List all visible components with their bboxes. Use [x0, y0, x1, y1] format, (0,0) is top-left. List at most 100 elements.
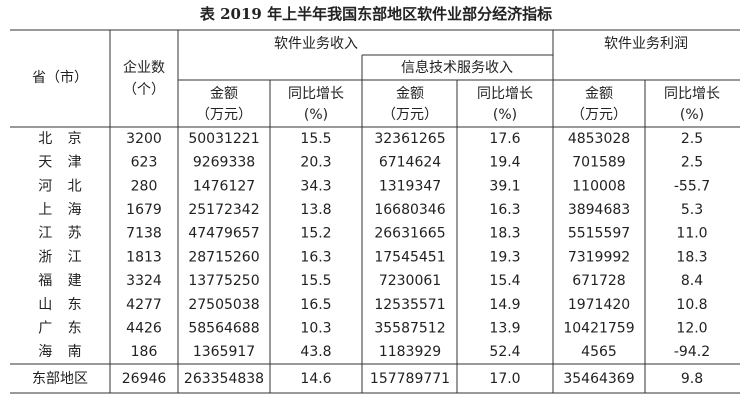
cell: 19.4 [489, 155, 520, 171]
cell: 34.3 [300, 178, 331, 194]
cell: 10.8 [676, 297, 707, 313]
cell: 4853028 [568, 131, 630, 147]
cell: 16.3 [489, 202, 520, 218]
cell: 1679 [126, 202, 162, 218]
cell: 47479657 [188, 226, 259, 242]
header-cell: (%) [680, 107, 704, 123]
header-cell: 金额 [210, 86, 238, 102]
header-cell: （万元） [382, 107, 438, 123]
cell: 1813 [126, 249, 162, 265]
header-cell: 同比增长 [664, 86, 720, 102]
cell: 32361265 [374, 131, 445, 147]
cell: 39.1 [489, 178, 520, 194]
cell: 35464369 [563, 371, 634, 387]
header-cell: (%) [304, 107, 328, 123]
cell: 7319992 [568, 249, 630, 265]
cell: 14.9 [489, 297, 520, 313]
row-header: 江苏 [38, 226, 97, 242]
row-header: 天津 [38, 155, 97, 171]
cell: 43.8 [300, 344, 331, 360]
header-cell: (%) [493, 107, 517, 123]
cell: 3324 [126, 273, 162, 289]
header-cell: 信息技术服务收入 [401, 59, 513, 76]
cell: 7138 [126, 226, 162, 242]
cell: 12.0 [676, 320, 707, 336]
row-header: 河北 [38, 178, 97, 194]
row-header: 浙江 [38, 249, 97, 265]
cell: 15.5 [300, 273, 331, 289]
cell: 9269338 [193, 155, 255, 171]
cell: 13.9 [489, 320, 520, 336]
header-cell: 省（市） [32, 69, 88, 86]
cell: 16680346 [374, 202, 445, 218]
header-cell: （万元） [196, 107, 252, 123]
cell: 1183929 [379, 344, 441, 360]
row-header: 福建 [38, 273, 97, 289]
cell: 7230061 [379, 273, 441, 289]
cell: 18.3 [676, 249, 707, 265]
table-rules [10, 29, 740, 394]
cell: 13.8 [300, 202, 331, 218]
header-cell: 软件业务收入 [274, 36, 358, 52]
cell: 2.5 [681, 131, 703, 147]
cell: 28715260 [188, 249, 259, 265]
header-cell: 软件业务利润 [604, 36, 688, 52]
cell: 3894683 [568, 202, 630, 218]
cell: 6714624 [379, 155, 441, 171]
cell: 4277 [126, 297, 162, 313]
cell: -94.2 [674, 344, 710, 360]
cell: 4565 [581, 344, 617, 360]
header-cell: 同比增长 [477, 86, 533, 102]
row-header: 海南 [38, 344, 97, 360]
row-header: 北京 [38, 131, 97, 147]
row-header: 广东 [38, 320, 97, 336]
cell: 1365917 [193, 344, 255, 360]
cell: 26946 [122, 371, 167, 387]
cell: 35587512 [374, 320, 445, 336]
cell: 701589 [572, 155, 625, 171]
cell: 17.6 [489, 131, 520, 147]
cell: 16.3 [300, 249, 331, 265]
header-cell: 金额 [585, 86, 613, 102]
cell: 11.0 [676, 226, 707, 242]
cell: 263354838 [184, 371, 264, 387]
cell: 19.3 [489, 249, 520, 265]
cell: 20.3 [300, 155, 331, 171]
cell: 5515597 [568, 226, 630, 242]
header-cell: （万元） [571, 107, 627, 123]
cell: 2.5 [681, 155, 703, 171]
cell: 110008 [572, 178, 625, 194]
row-header: 山东 [38, 297, 97, 313]
cell: 4426 [126, 320, 162, 336]
cell: 623 [131, 155, 158, 171]
cell: 280 [131, 178, 158, 194]
cell: -55.7 [674, 178, 710, 194]
cell: 9.8 [681, 371, 703, 387]
table-title: 表 2019 年上半年我国东部地区软件业部分经济指标 [200, 5, 552, 23]
header-cell: 同比增长 [288, 86, 344, 102]
cell: 12535571 [374, 297, 445, 313]
cell: 25172342 [188, 202, 259, 218]
cell: 52.4 [489, 344, 520, 360]
header-cell: 金额 [396, 86, 424, 102]
cell: 1971420 [568, 297, 630, 313]
cell: 17.0 [489, 371, 520, 387]
cell: 13775250 [188, 273, 259, 289]
cell: 50031221 [188, 131, 259, 147]
cell: 1319347 [379, 178, 441, 194]
cell: 14.6 [300, 371, 331, 387]
row-header: 上海 [38, 202, 97, 218]
header-cell: 企业数 [123, 59, 165, 76]
cell: 58564688 [188, 320, 259, 336]
cell: 157789771 [370, 371, 450, 387]
cell: 15.5 [300, 131, 331, 147]
cell: 5.3 [681, 202, 703, 218]
cell: 186 [131, 344, 158, 360]
cell: 15.4 [489, 273, 520, 289]
cell: 3200 [126, 131, 162, 147]
cell: 10.3 [300, 320, 331, 336]
cell: 17545451 [374, 249, 445, 265]
cell: 1476127 [193, 178, 255, 194]
cell: 10421759 [563, 320, 634, 336]
